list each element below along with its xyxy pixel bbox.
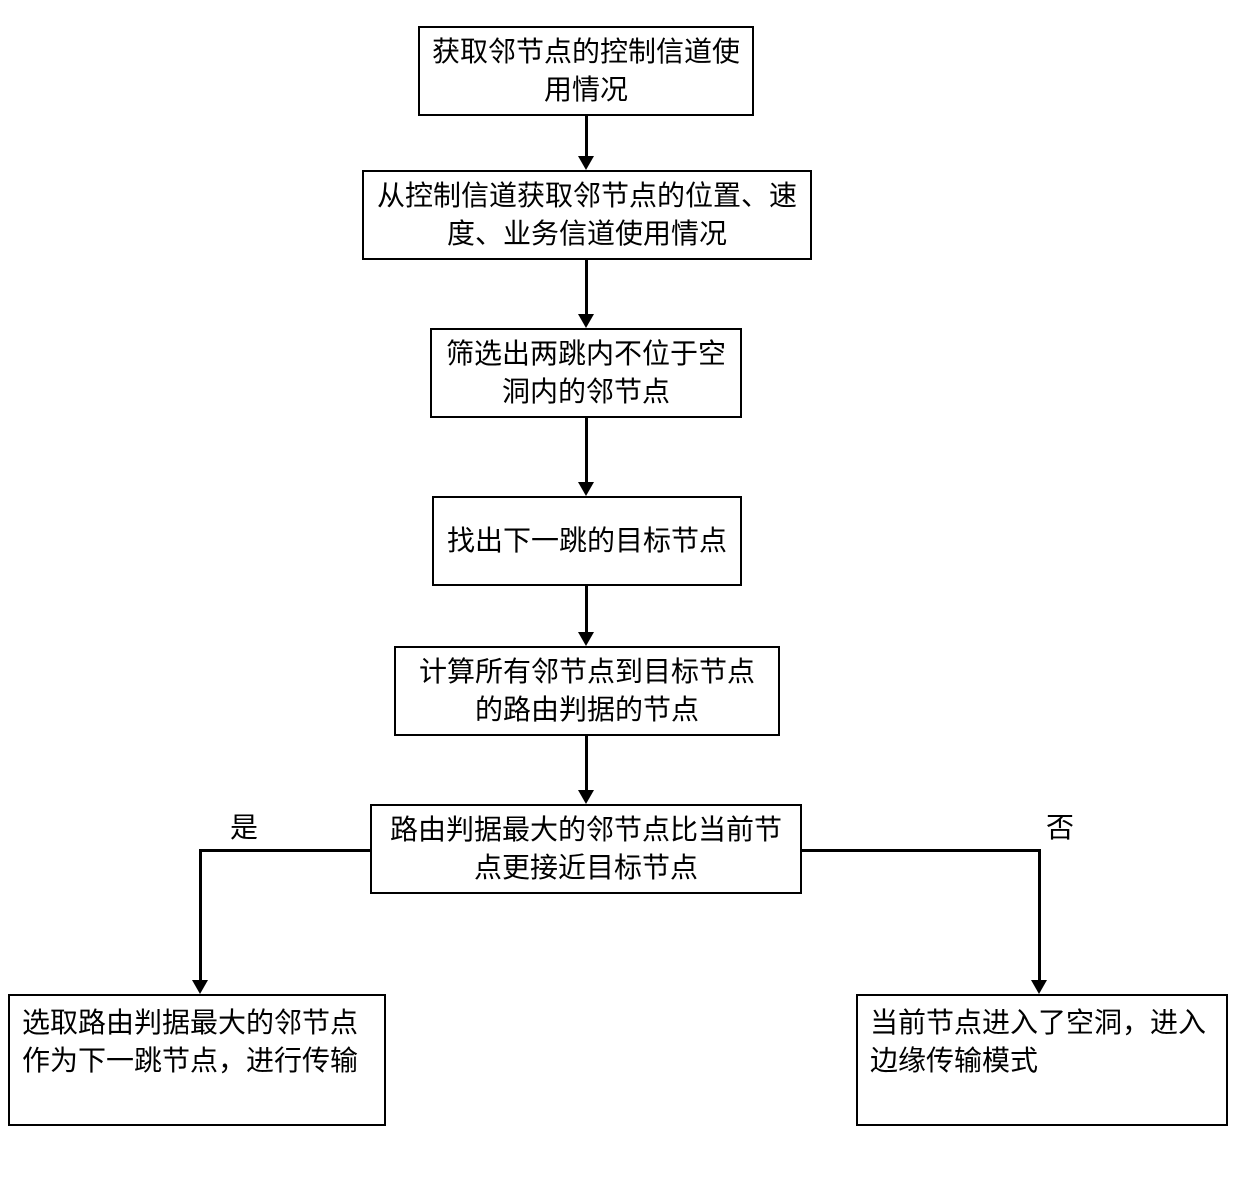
- flow-node: 找出下一跳的目标节点: [432, 496, 742, 586]
- flow-node: 选取路由判据最大的邻节点作为下一跳节点，进行传输: [8, 994, 386, 1126]
- arrow-head-icon: [578, 632, 594, 646]
- flow-node-text: 筛选出两跳内不位于空洞内的邻节点: [444, 335, 728, 411]
- flow-node-text: 从控制信道获取邻节点的位置、速度、业务信道使用情况: [376, 177, 798, 253]
- flow-node: 从控制信道获取邻节点的位置、速度、业务信道使用情况: [362, 170, 812, 260]
- flow-node-text: 选取路由判据最大的邻节点作为下一跳节点，进行传输: [22, 1004, 372, 1080]
- flow-node: 计算所有邻节点到目标节点的路由判据的节点: [394, 646, 780, 736]
- branch-label-no: 否: [1046, 806, 1074, 846]
- flow-arrow: [802, 849, 1040, 852]
- arrow-head-icon: [578, 314, 594, 328]
- arrow-head-icon: [578, 156, 594, 170]
- arrow-head-icon: [192, 980, 208, 994]
- flow-node-text: 找出下一跳的目标节点: [447, 522, 727, 560]
- flow-node: 获取邻节点的控制信道使用情况: [418, 26, 754, 116]
- flow-arrow: [1038, 849, 1041, 980]
- flow-node-text: 获取邻节点的控制信道使用情况: [432, 33, 740, 109]
- flow-arrow: [585, 586, 588, 632]
- flow-arrow: [199, 849, 202, 980]
- flow-node: 筛选出两跳内不位于空洞内的邻节点: [430, 328, 742, 418]
- flow-arrow: [585, 736, 588, 790]
- flow-arrow: [585, 260, 588, 314]
- arrow-head-icon: [578, 790, 594, 804]
- flow-arrow: [585, 116, 588, 156]
- arrow-head-icon: [578, 482, 594, 496]
- flow-arrow: [585, 418, 588, 482]
- flow-node-text: 路由判据最大的邻节点比当前节点更接近目标节点: [384, 811, 788, 887]
- flow-node-text: 当前节点进入了空洞，进入边缘传输模式: [870, 1004, 1214, 1080]
- arrow-head-icon: [1031, 980, 1047, 994]
- flow-decision-node: 路由判据最大的邻节点比当前节点更接近目标节点: [370, 804, 802, 894]
- flow-node: 当前节点进入了空洞，进入边缘传输模式: [856, 994, 1228, 1126]
- flow-arrow: [200, 849, 370, 852]
- branch-label-yes: 是: [230, 806, 258, 846]
- flow-node-text: 计算所有邻节点到目标节点的路由判据的节点: [408, 653, 766, 729]
